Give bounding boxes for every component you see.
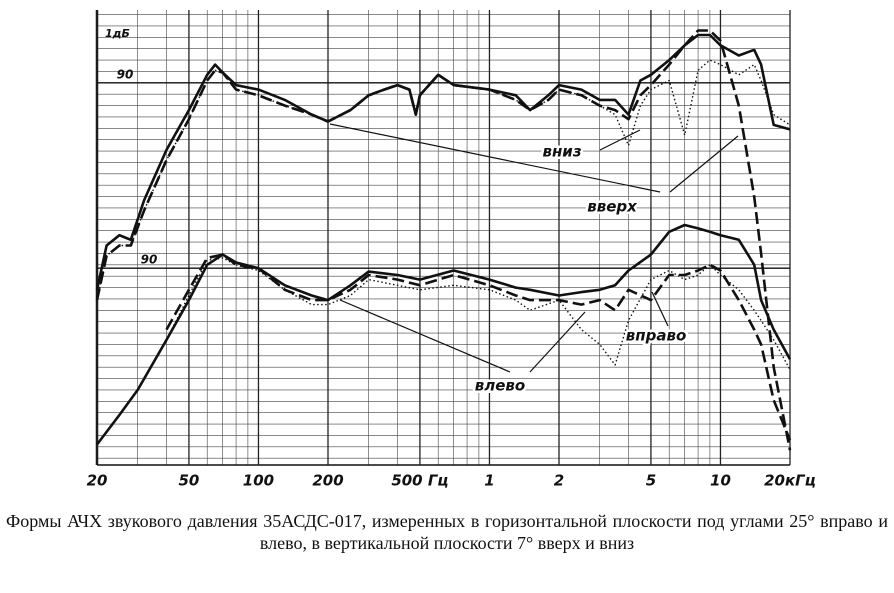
- x-tick-label: 100: [243, 472, 274, 490]
- chart: 20 50 100 200 500 Гц 1 2 5 10 20кГц 1дБ 90 вверх вниз…: [87, 10, 816, 490]
- y-tick-label: 90: [117, 67, 134, 81]
- series-label: вниз: [542, 143, 581, 161]
- x-tick-label: 10: [710, 472, 731, 490]
- series-label: вправо: [626, 327, 687, 345]
- x-tick-label: 200: [312, 472, 343, 490]
- x-tick-label: 20кГц: [764, 472, 816, 490]
- series-label: влево: [475, 377, 525, 395]
- series-label: вверх: [587, 198, 638, 216]
- series-line: [165, 253, 792, 441]
- x-tick-label: 20: [87, 472, 108, 490]
- caption: Формы АЧХ звукового давления 35АСДС-017,…: [6, 511, 888, 553]
- x-tick-label: 2: [554, 472, 564, 490]
- y-tick-label: 90: [141, 253, 158, 267]
- x-tick-label: 5: [646, 472, 656, 490]
- x-tick-label: 50: [178, 472, 199, 490]
- leaders: [329, 123, 739, 373]
- x-tick-label: 500 Гц: [391, 472, 448, 490]
- series-line: [96, 59, 791, 301]
- series-line: [165, 257, 791, 370]
- x-tick-label: 1: [484, 472, 494, 490]
- series-line: [95, 29, 792, 451]
- annotation: 1дБ: [105, 27, 130, 40]
